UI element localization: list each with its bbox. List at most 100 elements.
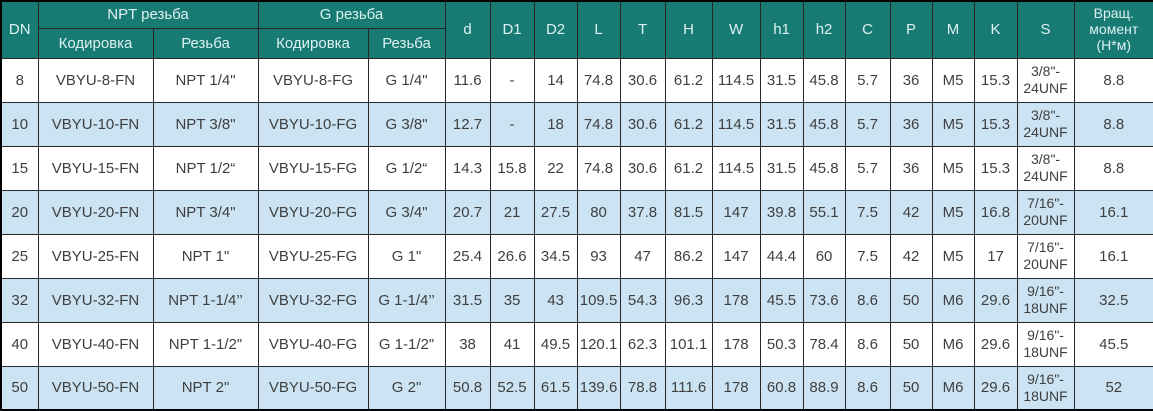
cell-p: 42 <box>889 189 933 235</box>
cell-npt-thread: NPT 1-1/4’’ <box>152 277 259 323</box>
cell-d: 12.7 <box>444 101 491 147</box>
cell-l: 93 <box>576 233 621 279</box>
cell-s: 9/16"- 18UNF <box>1016 321 1075 367</box>
cell-g-thread: G 1-1/4’’ <box>367 277 446 323</box>
cell-p: 36 <box>889 57 933 103</box>
cell-s: 9/16"- 18UNF <box>1016 277 1075 323</box>
cell-h: 101.1 <box>664 321 713 367</box>
cell-d2: 49.5 <box>533 321 578 367</box>
cell-dn: 32 <box>0 277 39 323</box>
cell-h: 61.2 <box>664 101 713 147</box>
col-header-k: K <box>973 0 1018 59</box>
cell-torque: 32.5 <box>1073 277 1153 323</box>
col-header-h2: h2 <box>802 0 846 59</box>
cell-torque: 8.8 <box>1073 145 1153 191</box>
col-header-h: H <box>664 0 713 59</box>
cell-d1: 26.6 <box>489 233 535 279</box>
cell-g-coding: VBYU-20-FG <box>257 189 369 235</box>
cell-h1: 50.3 <box>759 321 804 367</box>
cell-m: M5 <box>931 57 975 103</box>
cell-d: 20.7 <box>444 189 491 235</box>
cell-h1: 31.5 <box>759 57 804 103</box>
cell-d1: 52.5 <box>489 365 535 411</box>
cell-h2: 55.1 <box>802 189 846 235</box>
cell-g-thread: G 1/2“ <box>367 145 446 191</box>
cell-dn: 15 <box>0 145 39 191</box>
col-subheader-g-thread: Резьба <box>367 27 446 59</box>
cell-k: 15.3 <box>973 57 1018 103</box>
cell-dn: 20 <box>0 189 39 235</box>
cell-d: 50.8 <box>444 365 491 411</box>
cell-h2: 45.8 <box>802 101 846 147</box>
col-header-w: W <box>711 0 761 59</box>
cell-d2: 18 <box>533 101 578 147</box>
cell-h1: 45.5 <box>759 277 804 323</box>
cell-c: 5.7 <box>844 57 891 103</box>
cell-npt-thread: NPT 1" <box>152 233 259 279</box>
cell-d: 14.3 <box>444 145 491 191</box>
cell-d1: 41 <box>489 321 535 367</box>
cell-k: 29.6 <box>973 321 1018 367</box>
cell-m: M5 <box>931 101 975 147</box>
cell-p: 50 <box>889 321 933 367</box>
cell-d: 31.5 <box>444 277 491 323</box>
cell-npt-thread: NPT 2" <box>152 365 259 411</box>
cell-h1: 60.8 <box>759 365 804 411</box>
col-header-d: d <box>444 0 491 59</box>
cell-m: M5 <box>931 145 975 191</box>
cell-m: M6 <box>931 365 975 411</box>
cell-h: 61.2 <box>664 57 713 103</box>
col-header-c: C <box>844 0 891 59</box>
cell-dn: 25 <box>0 233 39 279</box>
cell-torque: 52 <box>1073 365 1153 411</box>
table-row-dn-20: 20 VBYU-20-FN NPT 3/4" VBYU-20-FG G 3/4" 20.7… <box>0 189 1153 235</box>
cell-c: 5.7 <box>844 145 891 191</box>
cell-d: 25.4 <box>444 233 491 279</box>
cell-h: 86.2 <box>664 233 713 279</box>
cell-d2: 61.5 <box>533 365 578 411</box>
cell-d1: 35 <box>489 277 535 323</box>
cell-h2: 88.9 <box>802 365 846 411</box>
cell-c: 7.5 <box>844 189 891 235</box>
cell-h1: 39.8 <box>759 189 804 235</box>
cell-h2: 45.8 <box>802 57 846 103</box>
cell-d1: 21 <box>489 189 535 235</box>
cell-w: 114.5 <box>711 57 761 103</box>
col-group-g-thread: G резьба <box>257 0 446 29</box>
cell-l: 74.8 <box>576 57 621 103</box>
col-subheader-g-coding: Кодировка <box>257 27 369 59</box>
cell-dn: 8 <box>0 57 39 103</box>
cell-k: 29.6 <box>973 365 1018 411</box>
cell-l: 139.6 <box>576 365 621 411</box>
cell-l: 120.1 <box>576 321 621 367</box>
cell-p: 36 <box>889 145 933 191</box>
cell-d2: 22 <box>533 145 578 191</box>
cell-h2: 78.4 <box>802 321 846 367</box>
cell-h1: 31.5 <box>759 101 804 147</box>
cell-g-thread: G 1" <box>367 233 446 279</box>
cell-k: 17 <box>973 233 1018 279</box>
cell-g-coding: VBYU-8-FG <box>257 57 369 103</box>
cell-c: 8.6 <box>844 321 891 367</box>
table-row-dn-15: 15 VBYU-15-FN NPT 1/2“ VBYU-15-FG G 1/2“ 14.3… <box>0 145 1153 191</box>
cell-s: 3/8"- 24UNF <box>1016 57 1075 103</box>
cell-npt-thread: NPT 1-1/2" <box>152 321 259 367</box>
cell-d1: - <box>489 57 535 103</box>
cell-w: 114.5 <box>711 101 761 147</box>
cell-g-coding: VBYU-25-FG <box>257 233 369 279</box>
cell-h1: 44.4 <box>759 233 804 279</box>
cell-t: 47 <box>619 233 666 279</box>
cell-t: 30.6 <box>619 101 666 147</box>
cell-d2: 14 <box>533 57 578 103</box>
cell-dn: 50 <box>0 365 39 411</box>
col-header-t: T <box>619 0 666 59</box>
cell-npt-coding: VBYU-15-FN <box>37 145 154 191</box>
cell-s: 7/16"- 20UNF <box>1016 189 1075 235</box>
cell-p: 42 <box>889 233 933 279</box>
col-header-d1: D1 <box>489 0 535 59</box>
cell-d: 11.6 <box>444 57 491 103</box>
cell-d1: - <box>489 101 535 147</box>
